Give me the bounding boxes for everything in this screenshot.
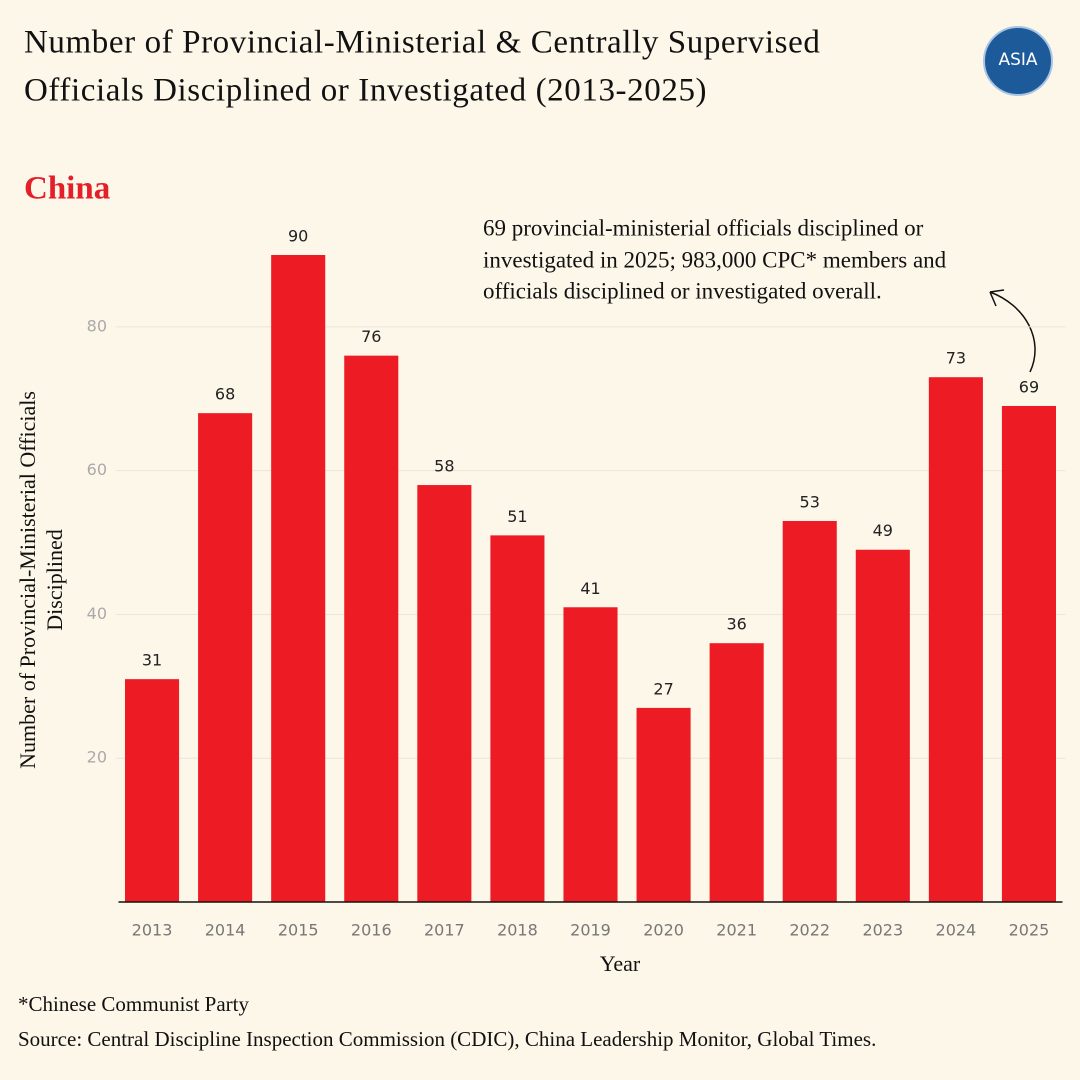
- x-tick-label: 2023: [862, 921, 903, 940]
- data-label: 90: [288, 227, 308, 246]
- subtitle: China: [24, 171, 110, 207]
- data-label: 51: [507, 507, 527, 526]
- data-label: 27: [653, 679, 673, 698]
- x-tick-label: 2022: [789, 921, 830, 940]
- x-axis-label: Year: [600, 951, 641, 976]
- data-label: 76: [361, 327, 381, 346]
- data-label: 49: [873, 521, 893, 540]
- data-label: 36: [726, 615, 746, 634]
- x-tick-label: 2020: [643, 921, 684, 940]
- bar: [855, 549, 910, 902]
- bar: [563, 607, 618, 902]
- logo-text: ASIA: [998, 50, 1037, 70]
- x-tick-label: 2018: [497, 921, 538, 940]
- y-tick-label: 40: [87, 604, 107, 623]
- x-tick-label: 2024: [936, 921, 977, 940]
- bar: [709, 643, 764, 902]
- data-label: 31: [142, 651, 162, 670]
- annotation: investigated in 2025; 983,000 CPC* membe…: [483, 247, 947, 272]
- x-tick-label: 2019: [570, 921, 611, 940]
- data-label: 41: [580, 579, 600, 598]
- data-label: 68: [215, 385, 235, 404]
- bar: [782, 520, 837, 902]
- data-label: 53: [800, 492, 820, 511]
- x-tick-label: 2015: [278, 921, 319, 940]
- y-tick-label: 80: [87, 316, 107, 335]
- bar: [928, 377, 983, 902]
- y-tick-label: 20: [87, 748, 107, 767]
- bar: [1001, 405, 1056, 902]
- chart-title: Number of Provincial-Ministerial & Centr…: [24, 25, 820, 61]
- bar: [344, 355, 399, 903]
- x-tick-label: 2021: [716, 921, 757, 940]
- bar: [125, 679, 180, 902]
- x-tick-label: 2014: [205, 921, 246, 940]
- y-axis-label: Number of Provincial-Ministerial Officia…: [15, 391, 40, 769]
- bar: [636, 707, 691, 902]
- logo: [983, 26, 1053, 96]
- annotation-arrow: [989, 289, 1036, 373]
- data-label: 58: [434, 457, 454, 476]
- x-tick-label: 2017: [424, 921, 465, 940]
- source: Source: Central Discipline Inspection Co…: [18, 1027, 876, 1051]
- data-label: 73: [946, 349, 966, 368]
- data-label: 69: [1019, 377, 1039, 396]
- x-tick-label: 2016: [351, 921, 392, 940]
- y-tick-label: 60: [87, 460, 107, 479]
- chart-title: Officials Disciplined or Investigated (2…: [24, 73, 707, 109]
- y-axis-label: Disciplined: [42, 529, 67, 630]
- bar: [417, 485, 472, 902]
- footnote: *Chinese Communist Party: [18, 992, 250, 1016]
- bar: [198, 413, 253, 902]
- bar: [271, 255, 326, 902]
- x-tick-label: 2025: [1009, 921, 1050, 940]
- bar: [490, 535, 545, 902]
- annotation: officials disciplined or investigated ov…: [483, 278, 882, 303]
- x-tick-label: 2013: [132, 921, 173, 940]
- annotation: 69 provincial-ministerial officials disc…: [483, 215, 924, 240]
